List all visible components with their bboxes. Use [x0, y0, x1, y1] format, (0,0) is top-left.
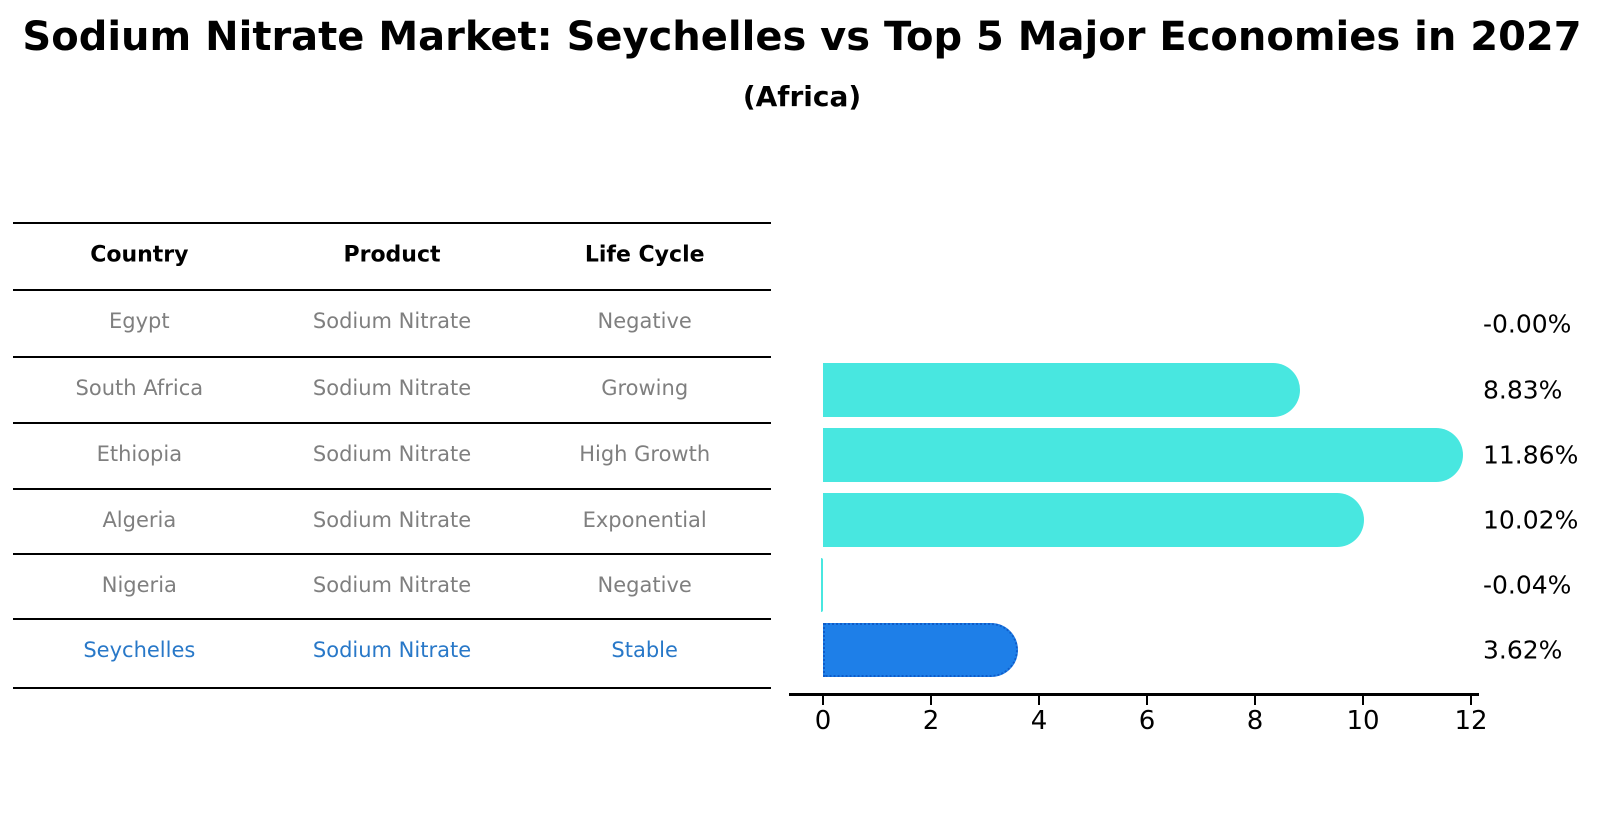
- table-line: [13, 618, 771, 620]
- cell-life-cycle: Growing: [601, 376, 689, 400]
- value-label-algeria: 10.02%: [1483, 505, 1579, 535]
- bar-south-africa: [823, 363, 1300, 417]
- cell-country: Nigeria: [101, 573, 177, 597]
- cell-product: Sodium Nitrate: [312, 508, 472, 532]
- bar-nigeria: [820, 558, 823, 612]
- value-label-egypt: -0.00%: [1483, 309, 1572, 339]
- x-axis-tick: [930, 696, 932, 705]
- x-axis-tick-label: 0: [814, 706, 832, 736]
- table-line: [13, 222, 771, 224]
- table-row-seychelles: Seychelles Sodium Nitrate Stable: [13, 638, 771, 662]
- x-axis-tick: [1362, 696, 1364, 705]
- x-axis-tick-label: 10: [1346, 706, 1380, 736]
- cell-country: South Africa: [75, 376, 204, 400]
- column-header-life-cycle: Life Cycle: [584, 242, 705, 268]
- table-row: Algeria Sodium Nitrate Exponential: [13, 508, 771, 532]
- x-axis-tick-label: 2: [922, 706, 940, 736]
- column-header-product: Product: [343, 242, 441, 268]
- bar-algeria: [823, 493, 1365, 547]
- cell-life-cycle: Negative: [597, 309, 692, 333]
- table-row: South Africa Sodium Nitrate Growing: [13, 376, 771, 400]
- table-line: [13, 553, 771, 555]
- chart-subtitle: (Africa): [742, 80, 862, 113]
- x-axis-tick-label: 4: [1030, 706, 1048, 736]
- x-axis-tick: [822, 696, 824, 705]
- bar-seychelles: [823, 623, 1019, 677]
- table-line: [13, 488, 771, 490]
- cell-product: Sodium Nitrate: [312, 638, 472, 662]
- value-label-seychelles: 3.62%: [1483, 635, 1563, 665]
- cell-product: Sodium Nitrate: [312, 376, 472, 400]
- x-axis-tick: [1038, 696, 1040, 705]
- column-header-country: Country: [90, 242, 189, 268]
- cell-country: Algeria: [102, 508, 177, 532]
- cell-country: Seychelles: [83, 638, 196, 662]
- cell-life-cycle: Stable: [611, 638, 678, 662]
- cell-life-cycle: High Growth: [579, 442, 711, 466]
- x-axis-tick: [1254, 696, 1256, 705]
- cell-product: Sodium Nitrate: [312, 309, 472, 333]
- cell-product: Sodium Nitrate: [312, 442, 472, 466]
- x-axis-tick-label: 8: [1246, 706, 1264, 736]
- table-line: [13, 422, 771, 424]
- x-axis-line: [789, 693, 1479, 696]
- value-label-nigeria: -0.04%: [1483, 570, 1572, 600]
- x-axis-tick: [1470, 696, 1472, 705]
- cell-country: Ethiopia: [96, 442, 183, 466]
- table-header-row: Country Product Life Cycle: [13, 243, 771, 268]
- x-axis-tick-label: 6: [1138, 706, 1156, 736]
- value-label-ethiopia: 11.86%: [1483, 440, 1579, 470]
- cell-country: Egypt: [109, 309, 170, 333]
- cell-life-cycle: Exponential: [582, 508, 707, 532]
- x-axis-tick-label: 12: [1454, 706, 1488, 736]
- table-row: Ethiopia Sodium Nitrate High Growth: [13, 442, 771, 466]
- chart-title: Sodium Nitrate Market: Seychelles vs Top…: [22, 14, 1582, 60]
- table-line: [13, 687, 771, 689]
- x-axis-tick: [1146, 696, 1148, 705]
- cell-product: Sodium Nitrate: [312, 573, 472, 597]
- bar-ethiopia: [823, 428, 1464, 482]
- value-label-south-africa: 8.83%: [1483, 375, 1563, 405]
- table-line: [13, 356, 771, 358]
- table-row: Egypt Sodium Nitrate Negative: [13, 309, 771, 333]
- table-row: Nigeria Sodium Nitrate Negative: [13, 573, 771, 597]
- table-line: [13, 289, 771, 291]
- cell-life-cycle: Negative: [597, 573, 692, 597]
